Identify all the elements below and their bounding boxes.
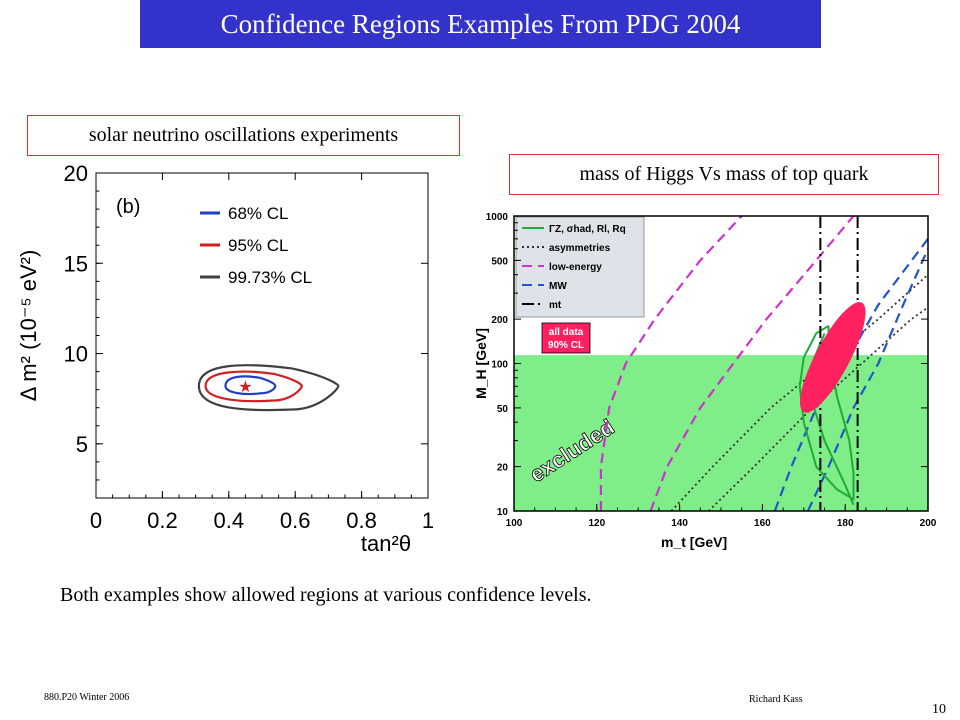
legend-entry: mt	[549, 300, 562, 311]
legend-entry: MW	[549, 281, 567, 292]
y-tick-label: 20	[497, 463, 509, 474]
x-tick-label: 0.4	[214, 508, 245, 533]
right-plot-label: mass of Higgs Vs mass of top quark	[509, 154, 939, 195]
x-tick-label: 200	[920, 518, 937, 529]
y-tick-label: 100	[491, 360, 508, 371]
legend-entry: low-energy	[549, 262, 602, 273]
y-axis-label: M_H [GeV]	[473, 328, 489, 399]
annotation-line2: 90% CL	[548, 340, 584, 351]
y-axis-label: Δ m² (10⁻⁵ eV²)	[16, 250, 41, 402]
legend-entry: asymmetries	[549, 243, 611, 254]
legend-entry: ΓZ, σhad, Rl, Rq	[549, 224, 626, 235]
x-tick-label: 140	[671, 518, 688, 529]
y-tick-label: 10	[497, 507, 509, 518]
annotation-line1: all data	[549, 327, 584, 338]
y-tick-label: 1000	[486, 212, 509, 223]
all-data-ellipse	[800, 302, 866, 413]
x-axis-label: m_t [GeV]	[661, 534, 727, 550]
mw-curve-right	[806, 248, 930, 512]
x-tick-label: 160	[754, 518, 771, 529]
y-tick-label: 20	[64, 161, 88, 186]
y-tick-label: 5	[76, 432, 88, 457]
y-tick-label: 500	[491, 256, 508, 267]
legend-box	[515, 216, 645, 318]
legend-entry: 95% CL	[228, 236, 288, 255]
contour-68	[224, 375, 277, 396]
x-tick-label: 120	[588, 518, 605, 529]
panel-tag: (b)	[116, 196, 140, 218]
x-tick-label: 1	[422, 508, 434, 533]
y-tick-label: 10	[64, 342, 88, 367]
footer-author: Richard Kass	[749, 694, 803, 705]
legend-entry: 68% CL	[228, 204, 288, 223]
x-tick-label: 0.6	[280, 508, 311, 533]
low-energy-curve-left	[599, 215, 743, 511]
left-plot-label: solar neutrino oscillations experiments	[27, 115, 460, 156]
contour-9973	[197, 364, 340, 412]
x-tick-label: 0	[90, 508, 102, 533]
footer-course: 880.P20 Winter 2006	[44, 692, 130, 703]
slide-title: Confidence Regions Examples From PDG 200…	[220, 8, 741, 39]
y-tick-label: 15	[64, 251, 88, 276]
page-number: 10	[932, 702, 946, 717]
x-axis-label: tan²θ	[361, 531, 411, 556]
x-tick-label: 0.2	[147, 508, 178, 533]
title-bar: Confidence Regions Examples From PDG 200…	[140, 0, 821, 48]
legend-entry: 99.73% CL	[228, 268, 312, 287]
y-tick-label: 200	[491, 315, 508, 326]
caption: Both examples show allowed regions at va…	[60, 584, 592, 606]
y-tick-label: 50	[497, 404, 509, 415]
asymmetries-curve-left	[670, 274, 929, 512]
x-tick-label: 0.8	[346, 508, 377, 533]
best-fit-star: ★	[238, 379, 252, 396]
gammaz-contour-outer	[798, 324, 855, 502]
x-tick-label: 100	[506, 518, 523, 529]
annotation-box	[541, 322, 591, 354]
contour-95	[204, 370, 303, 403]
x-tick-label: 180	[837, 518, 854, 529]
